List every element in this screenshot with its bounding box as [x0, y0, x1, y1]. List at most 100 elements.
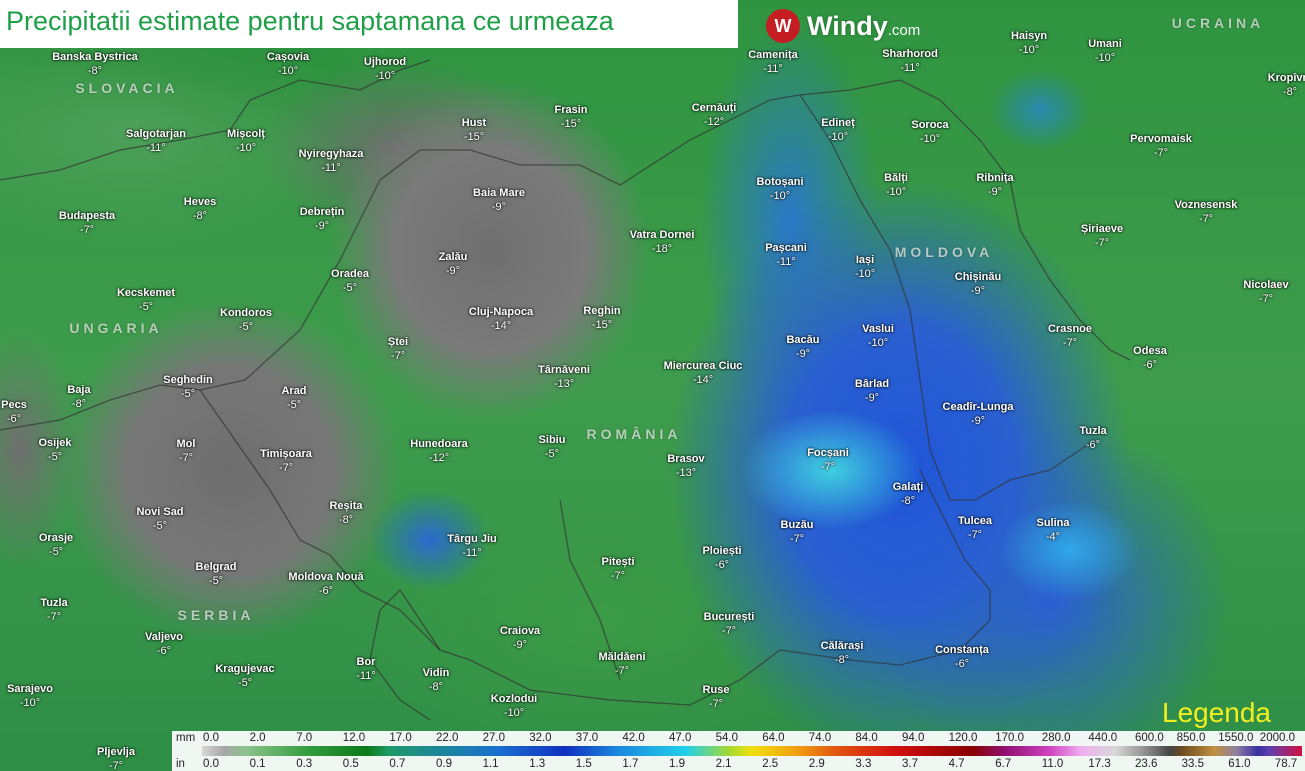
- city-marker[interactable]: Pervomaisk -7°: [1130, 132, 1192, 160]
- city-name: Ujhorod: [363, 56, 407, 68]
- city-marker[interactable]: Nyiregyhaza -11°: [299, 147, 364, 175]
- city-marker[interactable]: Kondoros -5°: [220, 306, 272, 334]
- city-marker[interactable]: Ploiești -6°: [702, 544, 741, 572]
- city-marker[interactable]: Tulcea -7°: [958, 514, 992, 542]
- city-marker[interactable]: Ștei -7°: [388, 335, 408, 363]
- city-marker[interactable]: Budapesta -7°: [59, 209, 115, 237]
- city-marker[interactable]: Haisyn -10°: [1011, 29, 1047, 57]
- city-marker[interactable]: Reghin -15°: [583, 304, 620, 332]
- city-marker[interactable]: Camenița -11°: [748, 48, 798, 76]
- city-marker[interactable]: Edineț -10°: [821, 116, 855, 144]
- city-marker[interactable]: Iași -10°: [855, 253, 875, 281]
- city-marker[interactable]: Călărași -8°: [821, 639, 864, 667]
- city-marker[interactable]: Ceadîr-Lunga -9°: [943, 400, 1014, 428]
- city-marker[interactable]: Bacău -9°: [786, 333, 819, 361]
- city-marker[interactable]: Galați -8°: [893, 480, 924, 508]
- city-marker[interactable]: Odesa -6°: [1133, 344, 1167, 372]
- city-marker[interactable]: Soroca -10°: [911, 118, 948, 146]
- city-temperature: -11°: [146, 142, 166, 154]
- city-marker[interactable]: Buzău -7°: [781, 518, 814, 546]
- city-marker[interactable]: Banska Bystrica -8°: [52, 50, 138, 78]
- city-marker[interactable]: Pecs -6°: [1, 398, 27, 426]
- city-marker[interactable]: Umani -10°: [1088, 37, 1122, 65]
- city-marker[interactable]: Kragujevac -5°: [215, 662, 274, 690]
- city-marker[interactable]: Reșita -8°: [329, 499, 362, 527]
- city-marker[interactable]: Sibiu -5°: [539, 433, 566, 461]
- city-marker[interactable]: Bor -11°: [356, 655, 375, 683]
- windy-suffix: .com: [887, 21, 921, 39]
- city-temperature: -7°: [1153, 147, 1169, 159]
- city-marker[interactable]: Belgrad -5°: [196, 560, 237, 588]
- city-marker[interactable]: Ujhorod -10°: [364, 55, 406, 83]
- city-marker[interactable]: Bârlad -9°: [855, 377, 889, 405]
- city-name: Moldova Nouă: [288, 571, 364, 583]
- city-marker[interactable]: Kozlodui -10°: [491, 692, 537, 720]
- city-marker[interactable]: Baja -8°: [67, 383, 90, 411]
- border-serbia-bulgaria: [369, 588, 441, 721]
- city-marker[interactable]: Crasnoe -7°: [1048, 322, 1092, 350]
- city-marker[interactable]: Nicolaev -7°: [1243, 278, 1288, 306]
- city-marker[interactable]: Măldăeni -7°: [598, 650, 645, 678]
- city-marker[interactable]: Cernăuți -12°: [692, 101, 737, 129]
- city-marker[interactable]: Heves -8°: [184, 195, 216, 223]
- city-marker[interactable]: Salgotarjan -11°: [126, 127, 186, 155]
- city-marker[interactable]: Craiova -9°: [500, 624, 540, 652]
- city-marker[interactable]: Bălți -10°: [884, 171, 908, 199]
- city-marker[interactable]: Arad -5°: [281, 384, 306, 412]
- city-marker[interactable]: Târnăveni -13°: [538, 363, 590, 391]
- city-marker[interactable]: Sharhorod -11°: [882, 47, 938, 75]
- city-marker[interactable]: Cluj-Napoca -14°: [469, 305, 533, 333]
- city-marker[interactable]: Tuzla -7°: [40, 596, 67, 624]
- city-marker[interactable]: Kecskemet -5°: [117, 286, 175, 314]
- city-marker[interactable]: Chișinău -9°: [955, 270, 1001, 298]
- city-marker[interactable]: Pașcani -11°: [765, 241, 807, 269]
- city-marker[interactable]: Kropîvni -8°: [1268, 71, 1305, 99]
- city-marker[interactable]: Hust -15°: [462, 116, 486, 144]
- city-marker[interactable]: Pljevlja -7°: [97, 745, 135, 771]
- city-marker[interactable]: Valjevo -6°: [145, 630, 183, 658]
- city-marker[interactable]: Seghedin -5°: [163, 373, 213, 401]
- city-marker[interactable]: Oradea -5°: [331, 267, 369, 295]
- city-marker[interactable]: Târgu Jiu -11°: [447, 532, 497, 560]
- city-marker[interactable]: Vaslui -10°: [862, 322, 894, 350]
- city-name: Baja: [67, 384, 91, 396]
- city-temperature: -7°: [79, 224, 95, 236]
- city-marker[interactable]: Osijek -5°: [38, 436, 71, 464]
- city-marker[interactable]: Vatra Dornei -18°: [630, 228, 695, 256]
- border-romania: [198, 94, 1096, 706]
- city-marker[interactable]: Focșani -7°: [807, 446, 849, 474]
- city-marker[interactable]: Debrețin -9°: [300, 205, 345, 233]
- city-marker[interactable]: Vidin -8°: [423, 666, 450, 694]
- city-marker[interactable]: Constanța -6°: [935, 643, 989, 671]
- city-marker[interactable]: Cașovia -10°: [267, 50, 309, 78]
- city-name: Pitești: [601, 556, 635, 568]
- city-name: Budapesta: [58, 210, 116, 222]
- city-marker[interactable]: Mișcolț -10°: [227, 127, 265, 155]
- city-marker[interactable]: Novi Sad -5°: [136, 505, 183, 533]
- city-marker[interactable]: Ribnița -9°: [976, 171, 1013, 199]
- city-marker[interactable]: Timișoara -7°: [260, 447, 312, 475]
- windy-logo[interactable]: W Windy .com: [766, 9, 920, 43]
- city-marker[interactable]: Voznesensk -7°: [1175, 198, 1238, 226]
- city-marker[interactable]: Miercurea Ciuc -14°: [664, 359, 743, 387]
- city-marker[interactable]: Tuzla -6°: [1079, 424, 1106, 452]
- city-name: Șiriaeve: [1080, 223, 1124, 235]
- city-marker[interactable]: Botoșani -10°: [756, 175, 803, 203]
- city-marker[interactable]: Mol -7°: [177, 437, 196, 465]
- city-marker[interactable]: Frasin -15°: [554, 103, 587, 131]
- city-marker[interactable]: Brasov -13°: [667, 452, 704, 480]
- city-marker[interactable]: Orasje -5°: [39, 531, 73, 559]
- city-marker[interactable]: Moldova Nouă -6°: [288, 570, 363, 598]
- city-marker[interactable]: Sulina -4°: [1036, 516, 1069, 544]
- city-temperature: -18°: [651, 243, 673, 255]
- city-marker[interactable]: București -7°: [704, 610, 755, 638]
- city-temperature: -7°: [610, 570, 626, 582]
- city-marker[interactable]: Ruse -7°: [703, 683, 730, 711]
- city-marker[interactable]: Sarajevo -10°: [7, 682, 53, 710]
- city-marker[interactable]: Pitești -7°: [601, 555, 634, 583]
- city-marker[interactable]: Șiriaeve -7°: [1081, 222, 1123, 250]
- city-marker[interactable]: Hunedoara -12°: [410, 437, 467, 465]
- city-marker[interactable]: Baia Mare -9°: [473, 186, 525, 214]
- city-marker[interactable]: Zalău -9°: [439, 250, 468, 278]
